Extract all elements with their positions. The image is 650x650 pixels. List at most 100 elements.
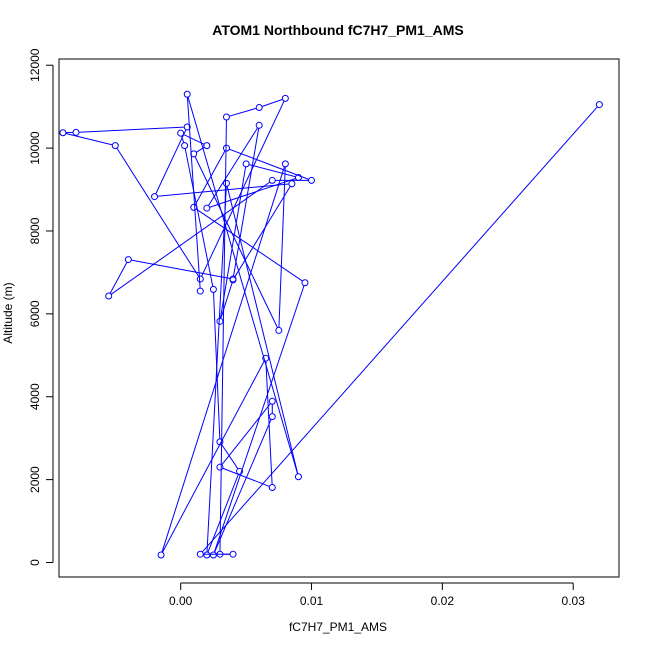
series-segment <box>194 150 226 205</box>
data-point <box>209 551 217 559</box>
data-point <box>183 90 191 98</box>
series-segment <box>109 261 128 294</box>
data-point <box>151 193 159 201</box>
data-point <box>255 121 263 129</box>
data-point <box>203 204 211 212</box>
series-segment <box>226 186 299 474</box>
series-segment <box>183 134 205 145</box>
data-point <box>229 275 237 283</box>
series-segment <box>207 473 239 553</box>
series-segment <box>181 135 185 143</box>
series-segment <box>221 403 271 466</box>
series-segment <box>206 186 227 553</box>
series-segment <box>214 419 272 553</box>
series-segment <box>233 128 260 277</box>
data-point <box>124 256 132 264</box>
x-tick-label: 0.03 <box>562 594 586 608</box>
data-point <box>268 176 276 184</box>
x-axis-label: fC7H7_PM1_AMS <box>289 620 387 634</box>
series-segment <box>187 96 299 474</box>
y-tick-label: 4000 <box>28 383 42 410</box>
data-point <box>196 550 204 558</box>
data-point <box>222 144 230 152</box>
y-axis-label: Altitude (m) <box>1 282 15 343</box>
series-lines <box>65 96 598 555</box>
series-segment <box>65 132 113 146</box>
series-segment <box>78 126 185 133</box>
x-tick-label: 0.01 <box>300 594 324 608</box>
x-axis: 0.00 0.01 0.02 0.03 <box>169 582 586 608</box>
series-segment <box>278 166 286 328</box>
data-point <box>275 326 283 334</box>
series-segment <box>229 107 257 117</box>
data-point <box>242 160 250 168</box>
plot-frame <box>58 58 620 578</box>
series-segment <box>219 120 227 552</box>
data-point <box>294 473 302 481</box>
series-segment <box>184 148 214 287</box>
data-point <box>222 113 230 121</box>
series-segment <box>201 106 598 553</box>
series-segment <box>265 361 273 485</box>
series-segment <box>234 186 291 278</box>
data-point <box>301 279 309 287</box>
data-point <box>190 150 198 158</box>
y-tick-label: 0 <box>28 559 42 566</box>
data-point <box>268 483 276 491</box>
y-tick-label: 8000 <box>28 217 42 244</box>
chart-title: ATOM1 Northbound fC7H7_PM1_AMS <box>212 22 464 38</box>
y-tick-label: 10000 <box>28 131 42 165</box>
y-tick-label: 2000 <box>28 466 42 493</box>
series-segment <box>131 259 231 279</box>
data-point <box>216 550 224 558</box>
data-point <box>209 285 217 293</box>
data-point <box>281 160 289 168</box>
series-segment <box>157 183 289 197</box>
data-point <box>216 463 224 471</box>
series-segment <box>213 285 305 553</box>
data-point <box>281 94 289 102</box>
series-segment <box>116 147 200 277</box>
series-segment <box>195 208 303 282</box>
series-segment <box>155 129 187 195</box>
series-segment <box>221 444 239 470</box>
data-point <box>203 551 211 559</box>
data-point <box>236 467 244 475</box>
data-point <box>59 129 67 137</box>
data-point <box>72 128 80 136</box>
data-point <box>222 179 230 187</box>
series-segment <box>162 360 265 553</box>
series-segment <box>261 98 283 107</box>
data-point <box>229 550 237 558</box>
data-point <box>255 103 263 111</box>
data-point <box>262 354 270 362</box>
series-segment <box>194 156 278 328</box>
series-segment <box>110 181 271 295</box>
data-point <box>181 142 189 150</box>
data-point <box>190 203 198 211</box>
data-point <box>308 176 316 184</box>
data-point <box>268 413 276 421</box>
series-points <box>59 90 603 559</box>
x-tick-label: 0.00 <box>169 594 193 608</box>
series-segment <box>161 166 285 553</box>
data-point <box>595 101 603 109</box>
data-point <box>216 438 224 446</box>
series-segment <box>209 177 296 208</box>
data-point <box>288 180 296 188</box>
data-point <box>196 275 204 283</box>
y-axis: 0 2000 4000 6000 8000 10000 12000 <box>28 48 54 566</box>
data-point <box>196 287 204 295</box>
data-point <box>216 317 224 325</box>
data-point <box>294 174 302 182</box>
series-segment <box>219 166 247 319</box>
series-segment <box>229 148 309 180</box>
data-point <box>203 142 211 150</box>
series-segment <box>208 127 259 206</box>
y-tick-label: 12000 <box>28 48 42 82</box>
data-point <box>268 397 276 405</box>
y-tick-label: 6000 <box>28 300 42 327</box>
data-point <box>183 123 191 131</box>
